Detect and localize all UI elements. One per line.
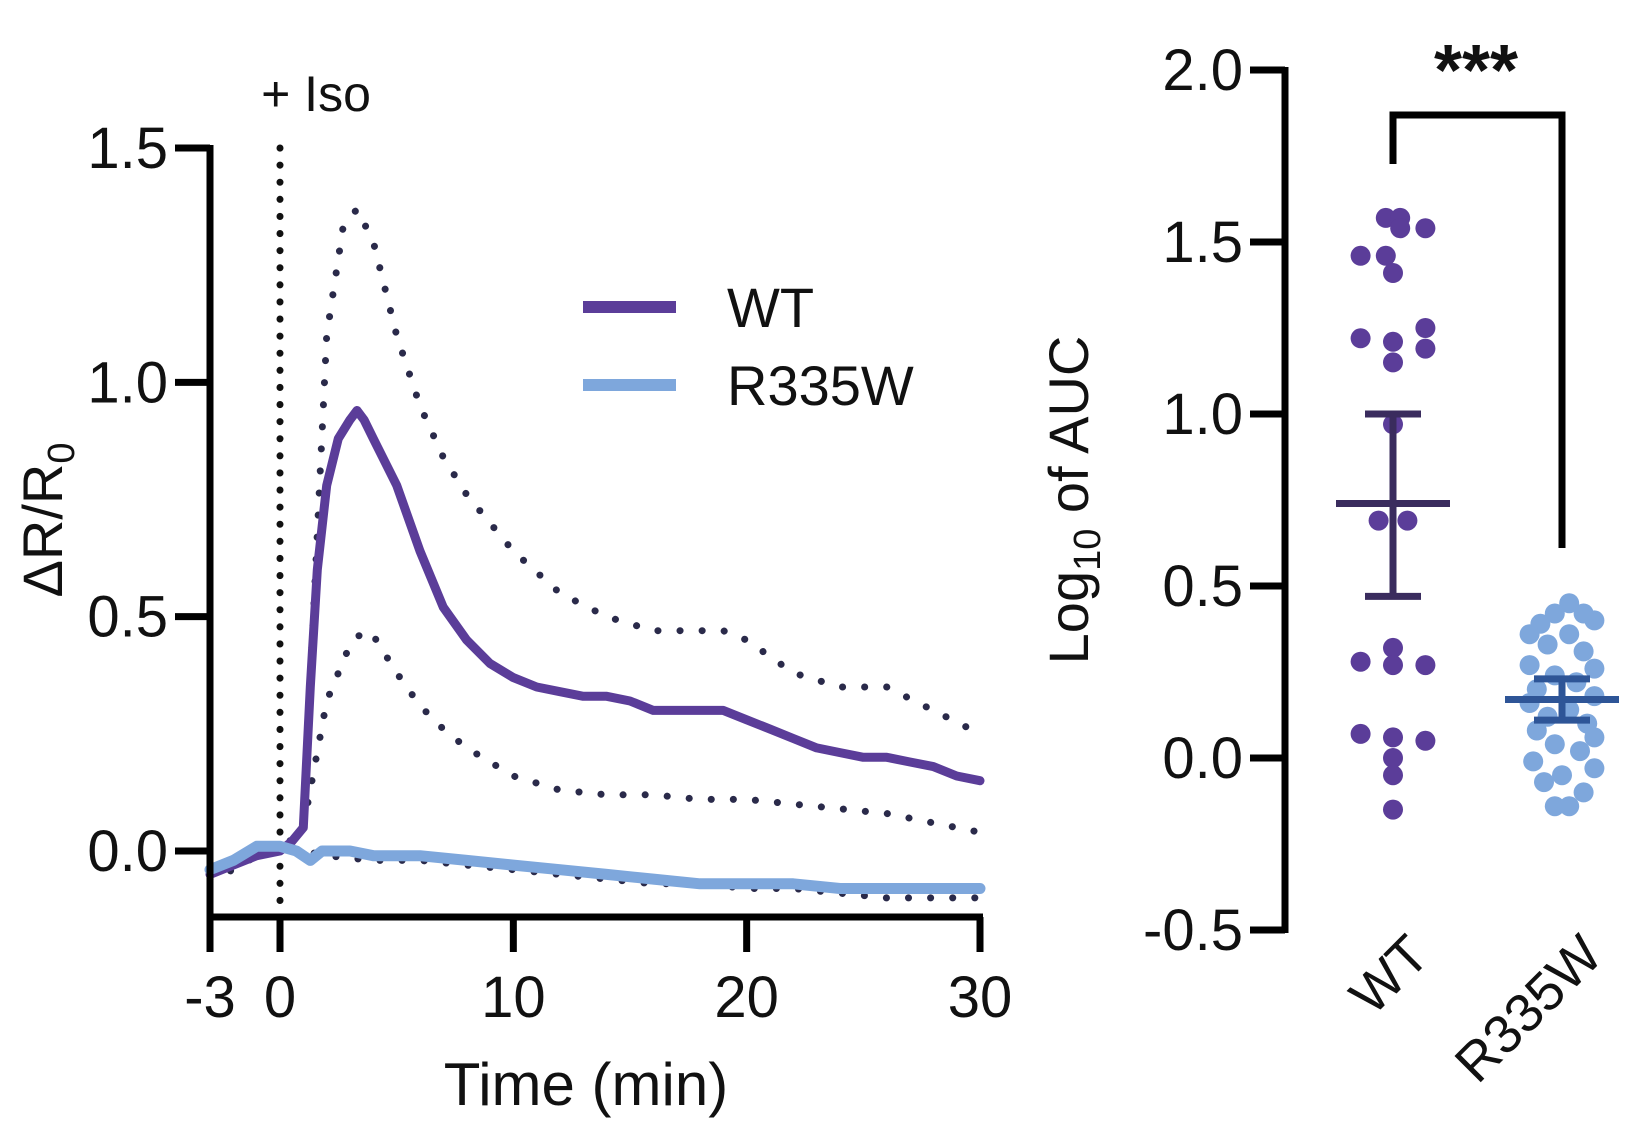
y-axis-title-main: ΔR/R	[11, 464, 74, 598]
x-tick-label: 10	[481, 965, 546, 1030]
data-point-wt	[1397, 510, 1418, 531]
x-tick-label: 20	[714, 965, 779, 1030]
auc-y-axis-title-subscript: 10	[1067, 529, 1109, 571]
data-point-r335w	[1534, 772, 1554, 793]
data-point-r335w	[1570, 741, 1590, 762]
series-line-r335w	[204, 840, 986, 894]
data-point-wt	[1415, 338, 1436, 359]
auc-scatter-panel: -0.5 0.0 0.5 1.0 1.5 2.0 Log10 of AUC WT R335…	[1037, 31, 1619, 1094]
data-point-r335w	[1584, 658, 1605, 679]
data-point-wt	[1375, 245, 1396, 266]
data-point-wt	[1415, 318, 1436, 338]
auc-y-tick-label: 1.5	[1162, 210, 1243, 275]
data-point-r335w	[1584, 727, 1605, 748]
auc-data-layer	[1336, 207, 1619, 820]
time-course-data-layer	[204, 144, 986, 921]
data-point-wt	[1383, 799, 1403, 820]
auc-y-tick-label: 2.0	[1162, 38, 1243, 103]
data-point-wt	[1383, 727, 1403, 748]
data-point-r335w	[1584, 610, 1605, 631]
data-point-r335w	[1526, 720, 1547, 741]
data-point-r335w	[1559, 593, 1580, 614]
auc-y-axis-title-prefix: Log	[1037, 571, 1100, 664]
data-point-wt	[1383, 655, 1403, 676]
y-tick-label: 0.5	[87, 585, 168, 650]
data-point-r335w	[1573, 782, 1594, 803]
auc-y-axis-title: Log10 of AUC	[1037, 336, 1109, 665]
data-point-r335w	[1519, 624, 1540, 645]
data-point-wt	[1383, 637, 1403, 658]
data-point-r335w	[1559, 796, 1580, 817]
data-point-wt	[1350, 651, 1371, 672]
data-point-r335w	[1544, 734, 1565, 755]
y-tick-label: 0.0	[87, 819, 168, 884]
x-tick-label: 0	[264, 965, 296, 1030]
data-point-wt	[1383, 352, 1403, 373]
auc-y-axis-title-suffix: of AUC	[1037, 336, 1100, 529]
data-point-wt	[1415, 655, 1436, 676]
series-ci-wt-lower-95-ci	[206, 627, 984, 878]
x-tick-label: 30	[948, 965, 1013, 1030]
data-point-wt	[1415, 218, 1436, 239]
data-point-wt	[1350, 723, 1371, 744]
significance-bracket	[1389, 111, 1566, 548]
legend: WT R335W	[583, 276, 914, 417]
auc-axes: -0.5 0.0 0.5 1.0 1.5 2.0	[1143, 38, 1289, 963]
data-point-r335w	[1537, 634, 1558, 655]
y-axis-title-subscript: 0	[41, 443, 83, 464]
time-course-panel: 0.0 0.5 1.0 1.5 -3 0 10 20 30 + Iso Time (min) Δ…	[11, 66, 1012, 1118]
auc-y-tick-label: 0.0	[1162, 726, 1243, 791]
iso-annotation: + Iso	[261, 66, 371, 122]
y-tick-label: 1.0	[87, 350, 168, 415]
data-point-wt	[1375, 207, 1396, 228]
legend-label-wt: WT	[727, 276, 814, 339]
data-point-wt	[1383, 331, 1403, 352]
data-point-r335w	[1559, 624, 1580, 645]
data-point-r335w	[1573, 641, 1594, 662]
data-point-wt	[1390, 218, 1411, 239]
legend-label-r335w: R335W	[727, 354, 914, 417]
data-point-r335w	[1584, 758, 1605, 779]
data-point-wt	[1415, 730, 1436, 751]
data-point-wt	[1383, 263, 1403, 283]
data-point-r335w	[1552, 765, 1572, 786]
y-axis-title: ΔR/R0	[11, 443, 83, 598]
x-axis-title: Time (min)	[444, 1051, 728, 1118]
data-point-r335w	[1523, 751, 1544, 772]
time-course-axes: 0.0 0.5 1.0 1.5 -3 0 10 20 30	[87, 116, 1012, 1030]
category-label-r335w: R335W	[1444, 924, 1614, 1094]
data-point-wt	[1383, 748, 1403, 768]
data-point-wt	[1383, 765, 1403, 786]
data-point-wt	[1350, 245, 1371, 266]
series-line-wt	[205, 406, 985, 879]
data-point-r335w	[1544, 796, 1565, 817]
y-tick-label: 1.5	[87, 116, 168, 181]
data-point-r335w	[1519, 655, 1540, 676]
auc-y-tick-label: 1.0	[1162, 382, 1243, 447]
data-point-wt	[1368, 510, 1389, 531]
significance-stars: ***	[1434, 31, 1518, 111]
x-tick-label: -3	[184, 965, 236, 1030]
data-point-r335w	[1544, 603, 1565, 624]
auc-y-tick-label: -0.5	[1143, 898, 1243, 963]
category-label-wt: WT	[1339, 924, 1441, 1026]
auc-y-tick-label: 0.5	[1162, 554, 1243, 619]
data-point-wt	[1350, 328, 1371, 349]
